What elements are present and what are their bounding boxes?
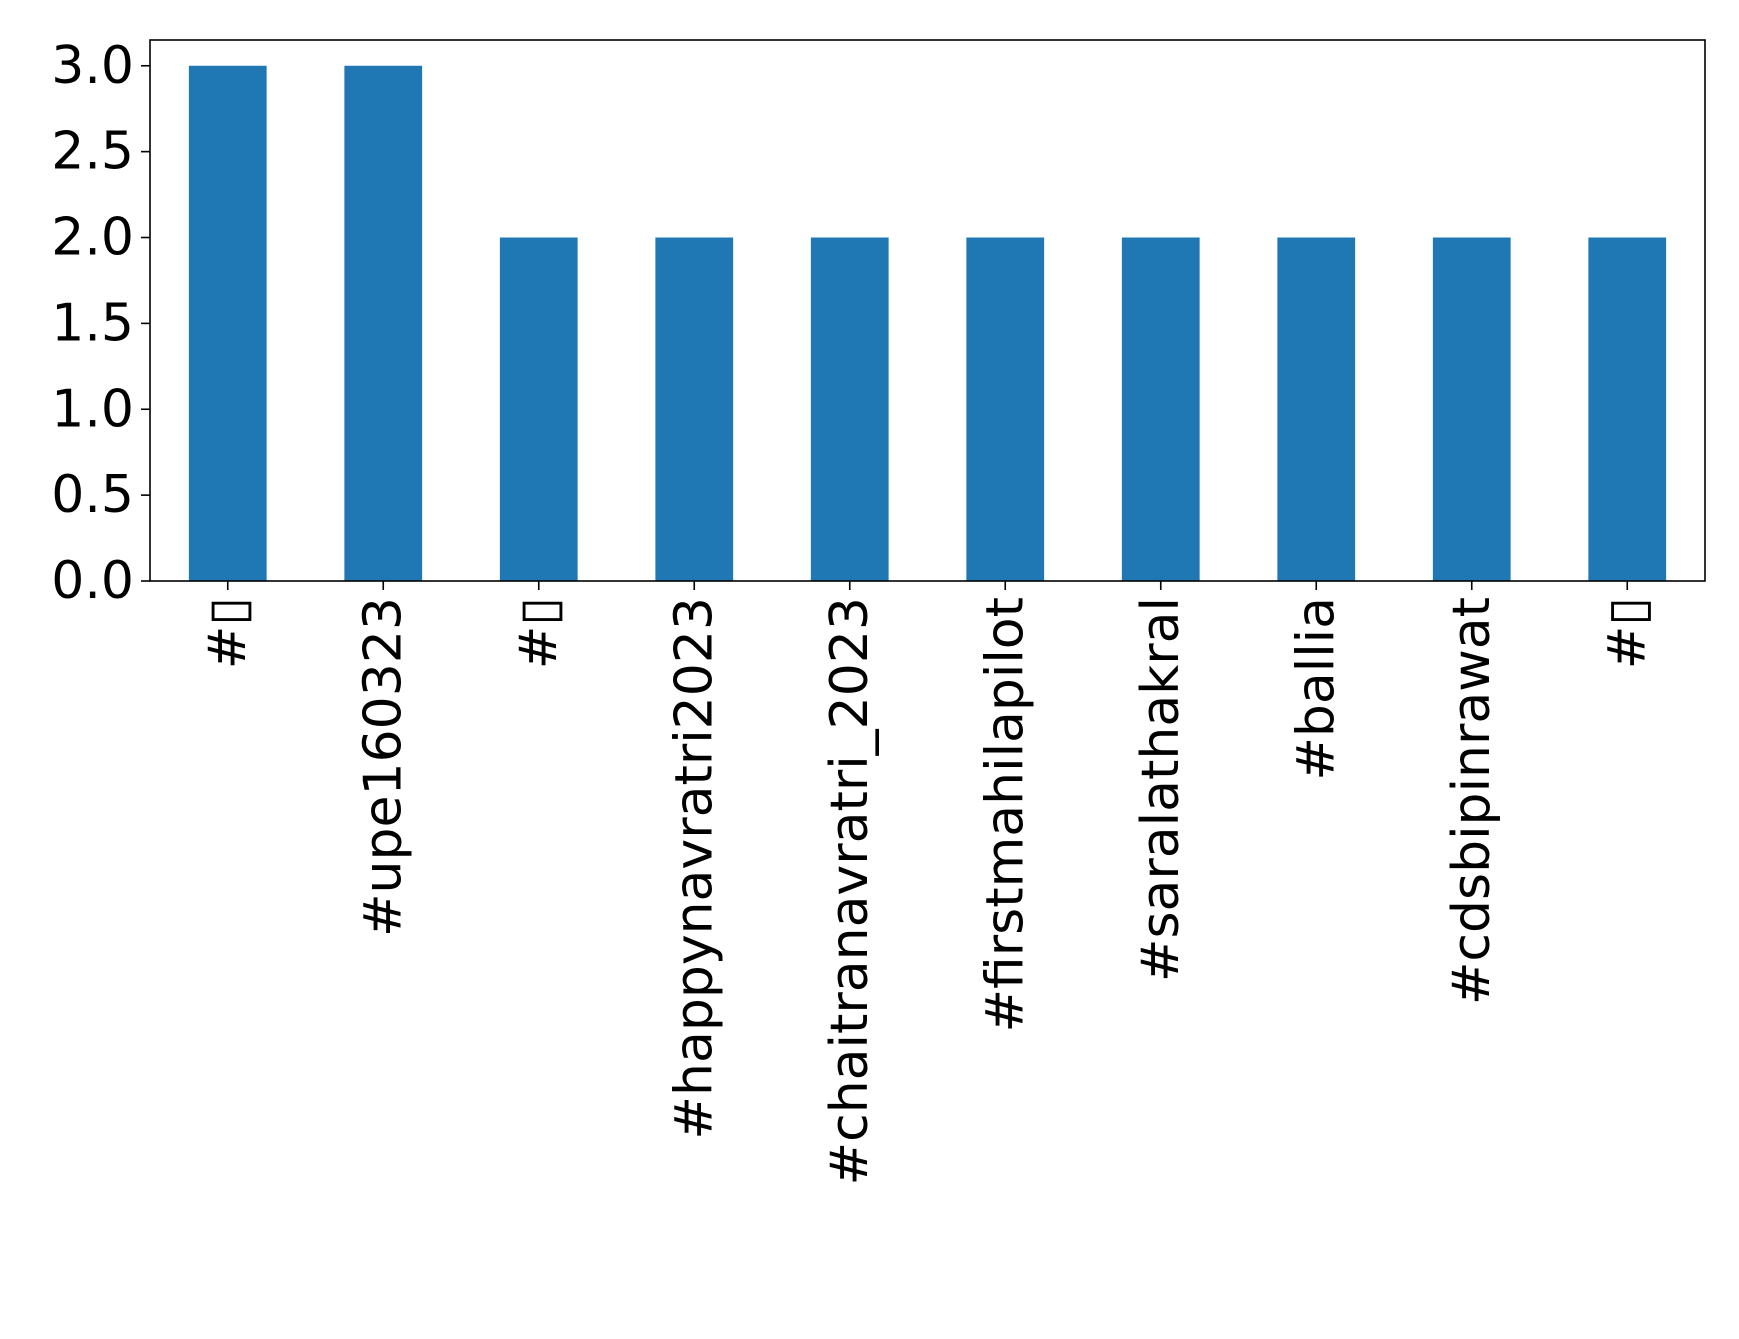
x-tick-label: #▯ <box>509 597 569 669</box>
x-tick-label: #▯ <box>198 597 258 669</box>
x-tick-label: #firstmahilapilot <box>975 597 1035 1033</box>
x-axis: #▯ #upe160323 #▯ #happynavratri2023 #chaitra… <box>198 581 1657 1185</box>
y-axis: 0.0 0.5 1.0 1.5 2.0 2.5 3.0 <box>51 36 150 611</box>
bar <box>655 237 734 581</box>
bar <box>1277 237 1356 581</box>
x-tick-label: #ballia <box>1286 597 1346 781</box>
x-tick-label: #▯ <box>1597 597 1657 669</box>
x-tick-label: #upe160323 <box>353 597 413 937</box>
y-tick-label: 2.5 <box>51 122 134 182</box>
y-tick-label: 2.0 <box>51 208 134 268</box>
x-tick-label: #saralathakral <box>1131 597 1191 982</box>
bar <box>1588 237 1667 581</box>
bar <box>499 237 578 581</box>
y-tick-label: 1.5 <box>51 293 134 353</box>
x-tick-label: #chaitranavratri_2023 <box>820 597 880 1185</box>
bar <box>188 65 267 581</box>
y-tick-label: 0.0 <box>51 551 134 611</box>
x-tick-label: #cdsbipinrawat <box>1442 597 1502 1005</box>
y-tick-label: 0.5 <box>51 465 134 525</box>
bars-layer <box>188 65 1667 581</box>
x-tick-label: #happynavratri2023 <box>664 597 724 1140</box>
bar <box>966 237 1045 581</box>
bar <box>1121 237 1200 581</box>
bar <box>1432 237 1511 581</box>
bar <box>344 65 423 581</box>
plot-frame <box>149 39 1706 582</box>
y-tick-label: 1.0 <box>51 379 134 439</box>
y-tick-label: 3.0 <box>51 36 134 96</box>
bar <box>810 237 889 581</box>
